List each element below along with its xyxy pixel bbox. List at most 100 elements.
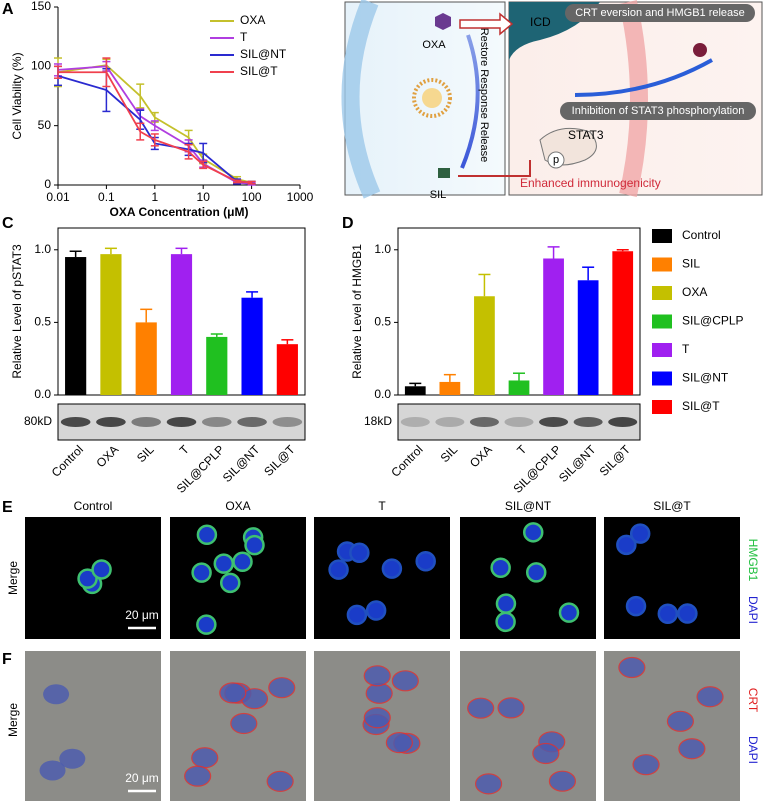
- stain-label: HMGB1: [746, 539, 760, 582]
- cell: [678, 738, 706, 760]
- y-axis-label: Relative Level of pSTAT3: [10, 244, 24, 379]
- cell: [657, 603, 679, 624]
- diagram-text: Inhibition of STAT3 phosphorylation: [572, 105, 745, 117]
- cell: [230, 712, 258, 735]
- bar: [100, 254, 122, 395]
- cell: [244, 534, 265, 556]
- microscopy: Merge Merge HMGB1 DAPI CRT DAPI Control O…: [6, 499, 760, 801]
- cell: [391, 670, 419, 692]
- inhibit-line: [458, 160, 531, 177]
- bar: [241, 297, 263, 395]
- arrow: [574, 58, 713, 97]
- y-tick-label: 100: [31, 59, 51, 73]
- x-tick-label: SIL@NT: [556, 442, 599, 485]
- error-bar: [547, 246, 560, 259]
- blot-band: [96, 417, 126, 427]
- error-bar: [210, 333, 223, 337]
- diagram-text: ICD: [530, 15, 551, 29]
- cell: [219, 682, 247, 704]
- hmgb1-icon: [693, 43, 707, 57]
- legend-swatch: [652, 229, 672, 243]
- blot-label: 18kD: [364, 414, 392, 428]
- error-bar: [199, 160, 208, 170]
- error-bar: [54, 65, 62, 79]
- cell: [43, 684, 70, 705]
- error-bar: [175, 247, 188, 255]
- cell: [467, 697, 495, 719]
- column-title: OXA: [225, 499, 250, 513]
- error-bar: [150, 120, 159, 132]
- error-bar: [102, 57, 111, 88]
- cell: [363, 707, 391, 729]
- blot-band: [608, 417, 638, 427]
- legend-label: SIL: [682, 257, 700, 271]
- cell: [191, 747, 219, 769]
- y-axis-label: Cell Viability (%): [10, 52, 24, 139]
- cell: [525, 562, 547, 583]
- bar: [612, 251, 634, 395]
- legend-swatch: [652, 371, 672, 386]
- cell: [365, 600, 387, 621]
- bar: [65, 257, 87, 395]
- y-tick-label: 0.0: [34, 387, 51, 401]
- x-tick-label: 100: [242, 190, 262, 204]
- oxa-icon: [435, 13, 451, 30]
- x-tick-label: Control: [388, 442, 425, 479]
- cell: [213, 553, 235, 574]
- cell: [474, 773, 503, 795]
- cell: [381, 558, 403, 579]
- cell: [39, 760, 66, 781]
- bar: [135, 322, 157, 395]
- cell: [495, 593, 517, 614]
- error-bar: [513, 372, 525, 381]
- diagram-text: p: [553, 154, 559, 166]
- y-tick-label: 50: [38, 118, 52, 132]
- row-label: Merge: [6, 561, 20, 595]
- cell: [618, 656, 646, 679]
- label-pill: [560, 102, 756, 120]
- bar: [577, 280, 599, 395]
- cell: [677, 603, 698, 624]
- cell: [328, 559, 349, 580]
- y-tick-label: 0.0: [374, 387, 391, 401]
- diagram-text: Enhanced immunogenicity: [520, 176, 661, 190]
- p-circle: [547, 151, 565, 169]
- x-tick-label: 1: [151, 190, 158, 204]
- y-tick-label: 0.5: [374, 315, 391, 329]
- cell: [219, 572, 241, 594]
- x-tick-label: 10: [197, 190, 211, 204]
- legend-label: Control: [682, 228, 721, 242]
- x-tick-label: SIL@NT: [220, 442, 263, 485]
- cell: [629, 523, 651, 544]
- x-tick-label: 1000: [287, 190, 314, 204]
- arrow: [459, 12, 514, 36]
- cell: [196, 614, 217, 635]
- x-tick-label: 0.01: [46, 190, 70, 204]
- cell: [349, 542, 370, 563]
- y-tick-label: 150: [31, 0, 51, 13]
- bar: [170, 254, 193, 395]
- error-bar: [140, 308, 153, 323]
- legend-label: OXA: [240, 13, 265, 27]
- membrane: [619, 0, 648, 198]
- error-bar: [150, 133, 159, 147]
- cell: [490, 557, 511, 579]
- error-bar: [409, 382, 422, 387]
- diagram-text: STAT3: [568, 128, 604, 142]
- cell: [415, 550, 436, 572]
- error-bar: [247, 180, 256, 185]
- blot-band: [201, 417, 232, 427]
- legend-swatch: [652, 314, 672, 329]
- cell: [495, 611, 516, 633]
- error-bar: [69, 250, 82, 258]
- blot-band: [272, 417, 303, 427]
- column-title: SIL@NT: [505, 499, 552, 513]
- cell: [522, 522, 544, 543]
- y-tick-label: 1.0: [374, 242, 391, 256]
- legend-label: T: [682, 342, 690, 356]
- column-title: SIL@T: [653, 499, 691, 513]
- blot-band: [573, 417, 603, 427]
- legend-swatch: [652, 257, 672, 272]
- error-bar: [104, 247, 117, 255]
- cell: [666, 710, 694, 732]
